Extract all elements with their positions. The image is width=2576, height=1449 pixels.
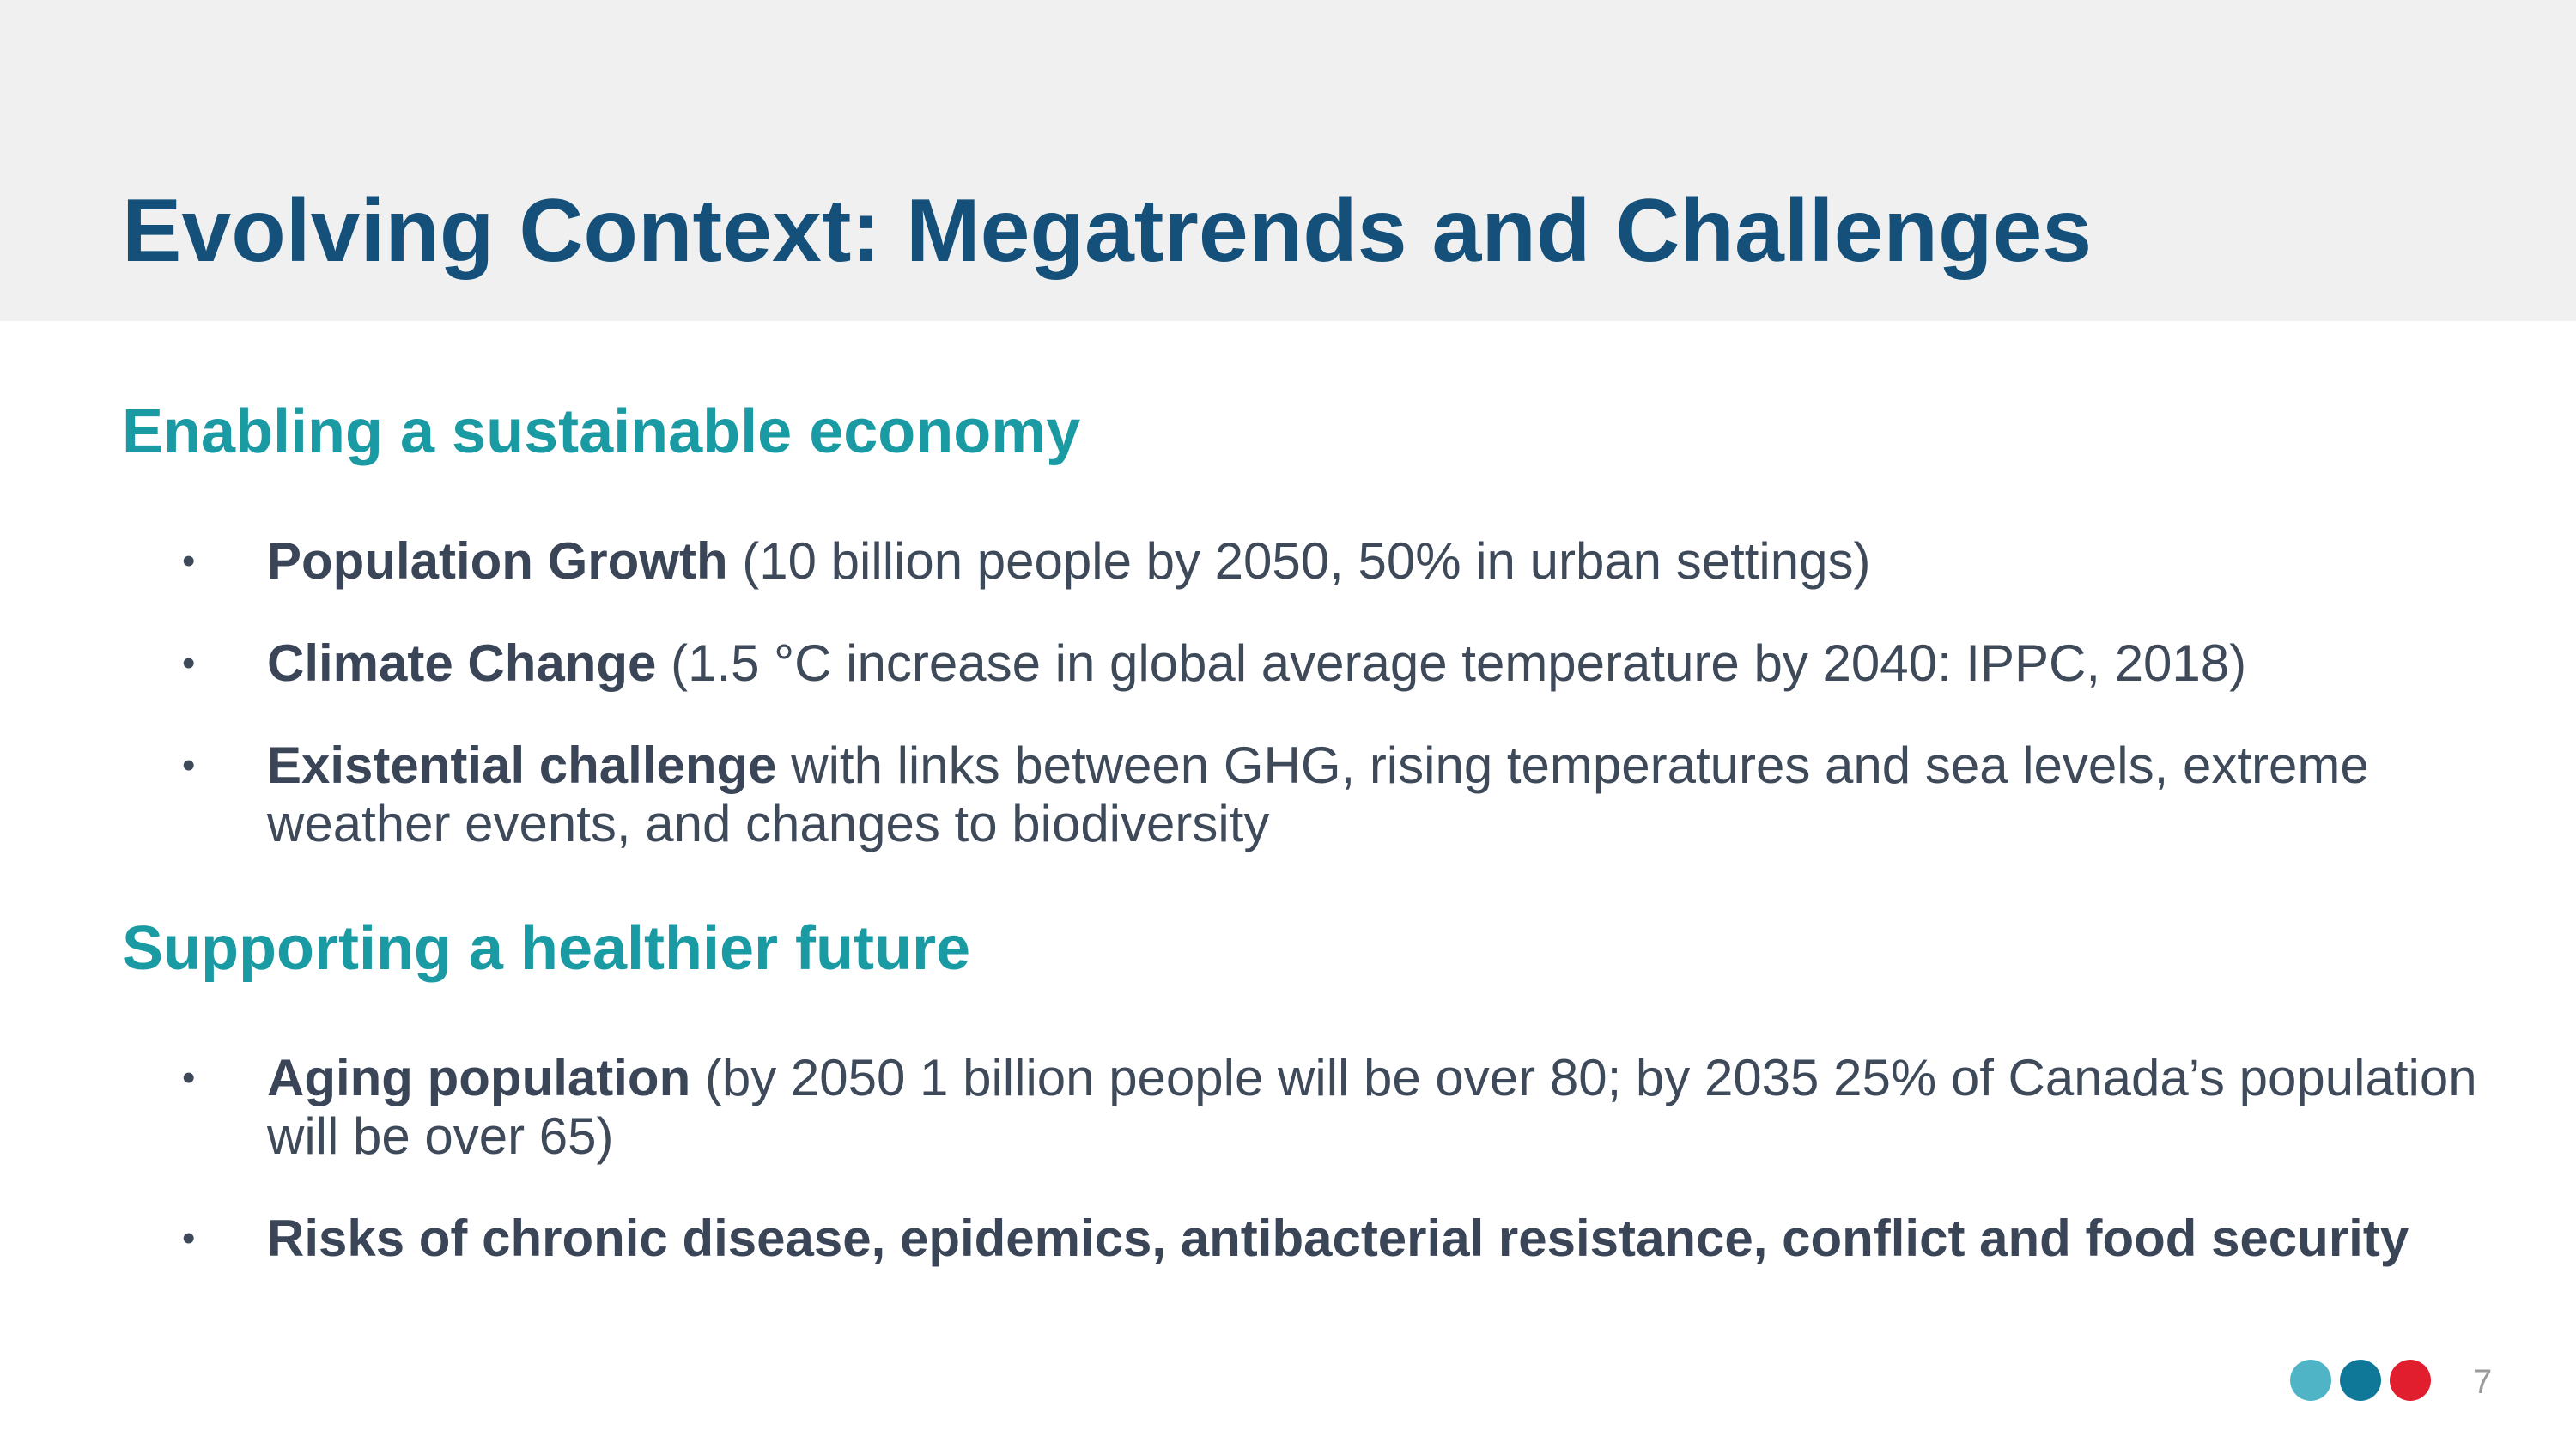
bullet-strong-text: Aging population bbox=[267, 1049, 691, 1106]
slide-title: Evolving Context: Megatrends and Challen… bbox=[122, 181, 2093, 281]
section-heading-sustainable-economy: Enabling a sustainable economy bbox=[122, 397, 1081, 466]
bullet-text: (by 2050 1 billion people will be over 8… bbox=[267, 1049, 2477, 1165]
bullet-list-sustainable-economy: • Population Growth (10 billion people b… bbox=[0, 532, 2576, 897]
bullet-list-healthier-future: • Aging population (by 2050 1 billion pe… bbox=[0, 1049, 2576, 1312]
bullet-strong-text: Risks of chronic disease, epidemics, ant… bbox=[267, 1210, 2409, 1267]
bullet-dot: • bbox=[182, 744, 196, 786]
bullet-strong-text: Existential challenge bbox=[267, 737, 777, 794]
section-heading-healthier-future: Supporting a healthier future bbox=[122, 914, 971, 983]
bullet-text: with links between GHG, rising temperatu… bbox=[267, 737, 2369, 852]
bullet-dot: • bbox=[182, 1217, 196, 1259]
bullet-item: • Aging population (by 2050 1 billion pe… bbox=[0, 1049, 2482, 1166]
bullet-text: (10 billion people by 2050, 50% in urban… bbox=[727, 532, 1871, 590]
brand-dot-teal bbox=[2290, 1360, 2331, 1401]
brand-dot-red bbox=[2390, 1360, 2431, 1401]
bullet-item: • Population Growth (10 billion people b… bbox=[0, 532, 2482, 591]
bullet-strong-text: Climate Change bbox=[267, 634, 657, 692]
bullet-dot: • bbox=[182, 642, 196, 684]
bullet-dot: • bbox=[182, 540, 196, 582]
bullet-strong-text: Population Growth bbox=[267, 532, 728, 590]
bullet-text: (1.5 °C increase in global average tempe… bbox=[656, 634, 2247, 692]
bullet-item: • Risks of chronic disease, epidemics, a… bbox=[0, 1210, 2482, 1268]
bullet-dot: • bbox=[182, 1057, 196, 1099]
brand-dot-blue bbox=[2340, 1360, 2381, 1401]
bullet-item: • Existential challenge with links betwe… bbox=[0, 737, 2482, 853]
page-number: 7 bbox=[2473, 1363, 2493, 1401]
bullet-item: • Climate Change (1.5 °C increase in glo… bbox=[0, 634, 2482, 693]
header-band bbox=[0, 0, 2576, 321]
